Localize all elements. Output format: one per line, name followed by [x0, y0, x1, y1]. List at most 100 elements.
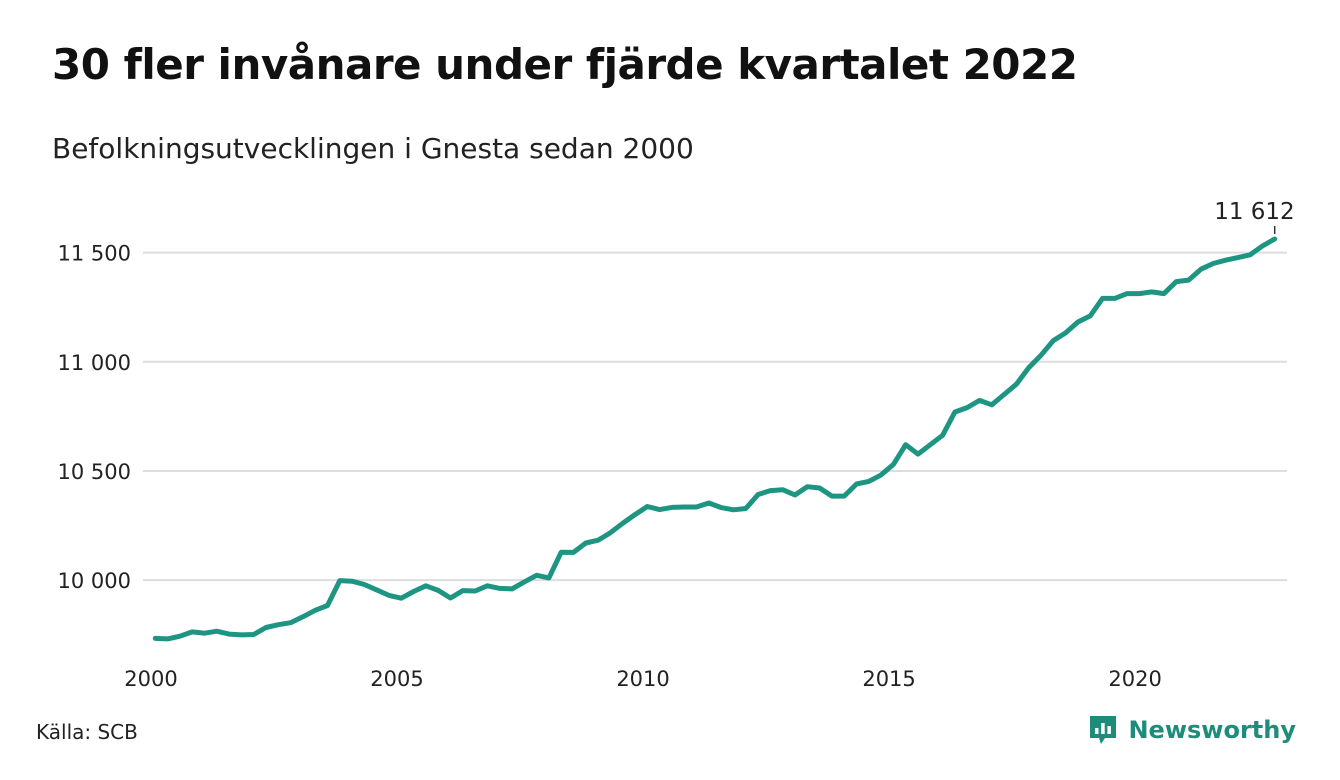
- chart-title: 30 fler invånare under fjärde kvartalet …: [52, 40, 1078, 89]
- data-point: [719, 505, 724, 510]
- data-point: [276, 622, 281, 627]
- data-point: [780, 487, 785, 492]
- data-point: [916, 452, 921, 457]
- gridlines: [143, 251, 1287, 582]
- x-axis: 2000 2005 2010 2015 2020: [124, 667, 1162, 691]
- series-group: [152, 236, 1278, 642]
- data-point: [1026, 365, 1031, 370]
- newsworthy-logo: Newsworthy: [1088, 714, 1296, 746]
- data-point: [669, 505, 674, 510]
- data-point: [1137, 291, 1142, 296]
- data-point: [1235, 255, 1240, 260]
- series-line-0: [152, 236, 1278, 642]
- data-point: [1014, 382, 1019, 387]
- data-point: [608, 530, 613, 535]
- chart-subtitle: Befolkningsutvecklingen i Gnesta sedan 2…: [52, 132, 694, 165]
- data-point: [522, 579, 527, 584]
- data-point: [1075, 320, 1080, 325]
- data-point: [756, 492, 761, 497]
- data-point: [399, 596, 404, 601]
- end-annotation: 11 612: [1214, 199, 1295, 235]
- data-point: [620, 521, 625, 526]
- data-point: [891, 462, 896, 467]
- data-point: [485, 583, 490, 588]
- data-point: [460, 588, 465, 593]
- data-point: [1039, 353, 1044, 358]
- data-point: [1223, 258, 1228, 263]
- data-point: [768, 488, 773, 493]
- data-point: [1112, 296, 1117, 301]
- data-point: [288, 620, 293, 625]
- data-point: [411, 589, 416, 594]
- data-point: [227, 632, 232, 637]
- data-point: [1100, 296, 1105, 301]
- data-point: [362, 582, 367, 587]
- data-point: [829, 494, 834, 499]
- data-point: [1272, 237, 1277, 242]
- data-point: [1248, 252, 1253, 257]
- data-point: [743, 506, 748, 511]
- data-point: [448, 596, 453, 601]
- data-point: [1002, 392, 1007, 397]
- x-tick-label: 2005: [370, 667, 423, 691]
- data-point: [731, 507, 736, 512]
- data-point: [300, 614, 305, 619]
- data-point: [423, 583, 428, 588]
- data-point: [1063, 330, 1068, 335]
- x-tick-label: 2015: [862, 667, 915, 691]
- y-tick-label: 10 000: [58, 569, 131, 593]
- data-point: [645, 504, 650, 509]
- data-point: [313, 608, 318, 613]
- data-point: [928, 442, 933, 447]
- data-point: [682, 505, 687, 510]
- data-point: [866, 479, 871, 484]
- data-point: [842, 494, 847, 499]
- data-point: [879, 472, 884, 477]
- data-point: [903, 442, 908, 447]
- data-point: [793, 493, 798, 498]
- data-point: [264, 625, 269, 630]
- data-point: [350, 579, 355, 584]
- data-point: [251, 632, 256, 637]
- data-point: [596, 538, 601, 543]
- y-axis: 10 000 10 500 11 000 11 500: [58, 242, 131, 594]
- data-point: [977, 398, 982, 403]
- data-point: [202, 631, 207, 636]
- data-point: [190, 629, 195, 634]
- data-point: [940, 433, 945, 438]
- data-point: [325, 603, 330, 608]
- data-point: [706, 501, 711, 506]
- data-point: [559, 550, 564, 555]
- data-point: [374, 587, 379, 592]
- data-point: [1198, 267, 1203, 272]
- data-point: [165, 636, 170, 641]
- data-point: [657, 507, 662, 512]
- data-point: [1260, 244, 1265, 249]
- data-point: [817, 486, 822, 491]
- x-tick-label: 2010: [616, 667, 669, 691]
- data-point: [337, 578, 342, 583]
- data-point: [177, 634, 182, 639]
- newsworthy-logo-icon: [1090, 716, 1117, 744]
- data-point: [497, 586, 502, 591]
- data-point: [436, 588, 441, 593]
- data-point: [546, 575, 551, 580]
- data-point: [694, 505, 699, 510]
- source-note: Källa: SCB: [36, 720, 138, 744]
- data-point: [805, 484, 810, 489]
- data-point: [387, 593, 392, 598]
- data-point: [153, 636, 158, 641]
- x-tick-label: 2000: [124, 667, 177, 691]
- data-point: [1088, 313, 1093, 318]
- y-tick-label: 11 500: [58, 242, 131, 266]
- data-point: [1051, 338, 1056, 343]
- data-point: [854, 482, 859, 487]
- data-point: [1149, 289, 1154, 294]
- data-point: [534, 573, 539, 578]
- y-tick-label: 10 500: [58, 460, 131, 484]
- data-point: [633, 512, 638, 517]
- data-point: [571, 550, 576, 555]
- data-point: [1125, 291, 1130, 296]
- y-tick-label: 11 000: [58, 351, 131, 375]
